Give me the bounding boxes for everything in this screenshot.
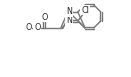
Text: O: O [34, 23, 40, 32]
Text: N: N [66, 7, 72, 16]
Text: O: O [25, 23, 32, 32]
Text: N: N [66, 16, 72, 25]
Text: O: O [41, 13, 47, 22]
Text: Cl: Cl [81, 6, 89, 15]
